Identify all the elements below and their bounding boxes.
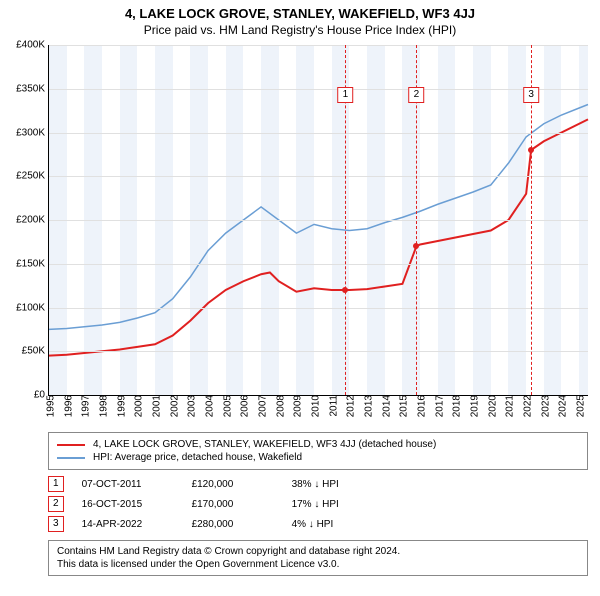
x-axis-label: 2013 <box>360 395 375 417</box>
sale-date: 07-OCT-2011 <box>82 479 192 490</box>
y-axis-label: £150K <box>16 258 49 269</box>
legend-swatch <box>57 444 85 446</box>
gridline <box>49 308 588 309</box>
chart-plot-area: £0£50K£100K£150K£200K£250K£300K£350K£400… <box>48 45 588 396</box>
x-axis-label: 2023 <box>536 395 551 417</box>
footer-line: Contains HM Land Registry data © Crown c… <box>57 545 579 558</box>
y-axis-label: £200K <box>16 215 49 226</box>
x-axis-label: 2016 <box>413 395 428 417</box>
attribution-footer: Contains HM Land Registry data © Crown c… <box>48 540 588 576</box>
x-axis-label: 2022 <box>519 395 534 417</box>
sale-marker-label: 2 <box>409 87 425 103</box>
sale-price: £170,000 <box>192 499 292 510</box>
sale-marker-dot <box>528 147 534 153</box>
x-axis-label: 2015 <box>395 395 410 417</box>
series-line-hpi <box>49 105 588 330</box>
sale-hpi-delta: 17% ↓ HPI <box>292 499 339 510</box>
sale-marker-dot <box>342 287 348 293</box>
y-axis-label: £400K <box>16 40 49 51</box>
x-axis-label: 2024 <box>554 395 569 417</box>
y-axis-label: £250K <box>16 171 49 182</box>
x-axis-label: 2002 <box>165 395 180 417</box>
sales-table: 1 07-OCT-2011£120,00038% ↓ HPI 2 16-OCT-201… <box>48 476 588 532</box>
x-axis-label: 2025 <box>572 395 587 417</box>
sale-index: 1 <box>48 476 64 492</box>
gridline <box>49 89 588 90</box>
gridline <box>49 133 588 134</box>
chart-subtitle: Price paid vs. HM Land Registry's House … <box>0 23 600 37</box>
sale-price: £120,000 <box>192 479 292 490</box>
x-axis-label: 2014 <box>377 395 392 417</box>
x-axis-label: 1999 <box>112 395 127 417</box>
gridline <box>49 45 588 46</box>
x-axis-label: 2001 <box>148 395 163 417</box>
y-axis-label: £100K <box>16 302 49 313</box>
sale-date: 14-APR-2022 <box>82 519 192 530</box>
x-axis-label: 2006 <box>236 395 251 417</box>
footer-line: This data is licensed under the Open Gov… <box>57 558 579 571</box>
x-axis-label: 2012 <box>342 395 357 417</box>
legend-item: 4, LAKE LOCK GROVE, STANLEY, WAKEFIELD, … <box>57 439 579 450</box>
sale-index: 3 <box>48 516 64 532</box>
x-axis-label: 2005 <box>218 395 233 417</box>
sale-hpi-delta: 4% ↓ HPI <box>292 519 334 530</box>
chart-title: 4, LAKE LOCK GROVE, STANLEY, WAKEFIELD, … <box>0 6 600 21</box>
x-axis-label: 2019 <box>466 395 481 417</box>
x-axis-label: 1998 <box>95 395 110 417</box>
x-axis-label: 2017 <box>430 395 445 417</box>
gridline <box>49 176 588 177</box>
legend-label: HPI: Average price, detached house, Wake… <box>93 452 302 463</box>
sale-marker-label: 1 <box>338 87 354 103</box>
sale-hpi-delta: 38% ↓ HPI <box>292 479 339 490</box>
x-axis-label: 2000 <box>130 395 145 417</box>
x-axis-label: 1995 <box>42 395 57 417</box>
legend-label: 4, LAKE LOCK GROVE, STANLEY, WAKEFIELD, … <box>93 439 436 450</box>
x-axis-label: 2009 <box>289 395 304 417</box>
gridline <box>49 264 588 265</box>
y-axis-label: £50K <box>22 346 49 357</box>
legend-item: HPI: Average price, detached house, Wake… <box>57 452 579 463</box>
x-axis-label: 2010 <box>307 395 322 417</box>
sale-row: 1 07-OCT-2011£120,00038% ↓ HPI <box>48 476 588 492</box>
sale-row: 3 14-APR-2022£280,0004% ↓ HPI <box>48 516 588 532</box>
x-axis-label: 2004 <box>201 395 216 417</box>
chart-container: 4, LAKE LOCK GROVE, STANLEY, WAKEFIELD, … <box>0 6 600 596</box>
legend-swatch <box>57 457 85 459</box>
sale-row: 2 16-OCT-2015£170,00017% ↓ HPI <box>48 496 588 512</box>
gridline <box>49 351 588 352</box>
x-axis-label: 2020 <box>483 395 498 417</box>
sale-marker-dot <box>413 243 419 249</box>
sale-marker-label: 3 <box>523 87 539 103</box>
x-axis-label: 2021 <box>501 395 516 417</box>
sale-price: £280,000 <box>192 519 292 530</box>
x-axis-label: 2008 <box>271 395 286 417</box>
x-axis-label: 2007 <box>254 395 269 417</box>
x-axis-label: 2018 <box>448 395 463 417</box>
y-axis-label: £350K <box>16 83 49 94</box>
gridline <box>49 220 588 221</box>
x-axis-label: 1996 <box>59 395 74 417</box>
x-axis-label: 1997 <box>77 395 92 417</box>
sale-index: 2 <box>48 496 64 512</box>
legend: 4, LAKE LOCK GROVE, STANLEY, WAKEFIELD, … <box>48 432 588 470</box>
sale-date: 16-OCT-2015 <box>82 499 192 510</box>
x-axis-label: 2003 <box>183 395 198 417</box>
x-axis-label: 2011 <box>324 395 339 417</box>
y-axis-label: £300K <box>16 127 49 138</box>
